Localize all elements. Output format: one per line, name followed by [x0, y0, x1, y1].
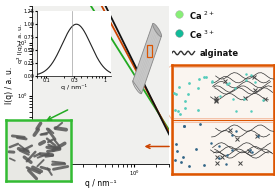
- X-axis label: q / nm⁻¹: q / nm⁻¹: [85, 179, 116, 188]
- Y-axis label: q² I(q) / a. u.: q² I(q) / a. u.: [17, 24, 23, 63]
- FancyBboxPatch shape: [173, 67, 273, 119]
- Text: alginate: alginate: [200, 49, 239, 58]
- Text: Ca $^{2+}$: Ca $^{2+}$: [189, 10, 216, 22]
- X-axis label: q / nm⁻¹: q / nm⁻¹: [61, 84, 87, 90]
- Text: Ce $^{3+}$: Ce $^{3+}$: [189, 29, 216, 41]
- Ellipse shape: [153, 23, 161, 36]
- FancyBboxPatch shape: [173, 122, 273, 173]
- Y-axis label: I(q) / a. u.: I(q) / a. u.: [5, 66, 13, 104]
- Polygon shape: [133, 24, 161, 93]
- Ellipse shape: [133, 81, 142, 94]
